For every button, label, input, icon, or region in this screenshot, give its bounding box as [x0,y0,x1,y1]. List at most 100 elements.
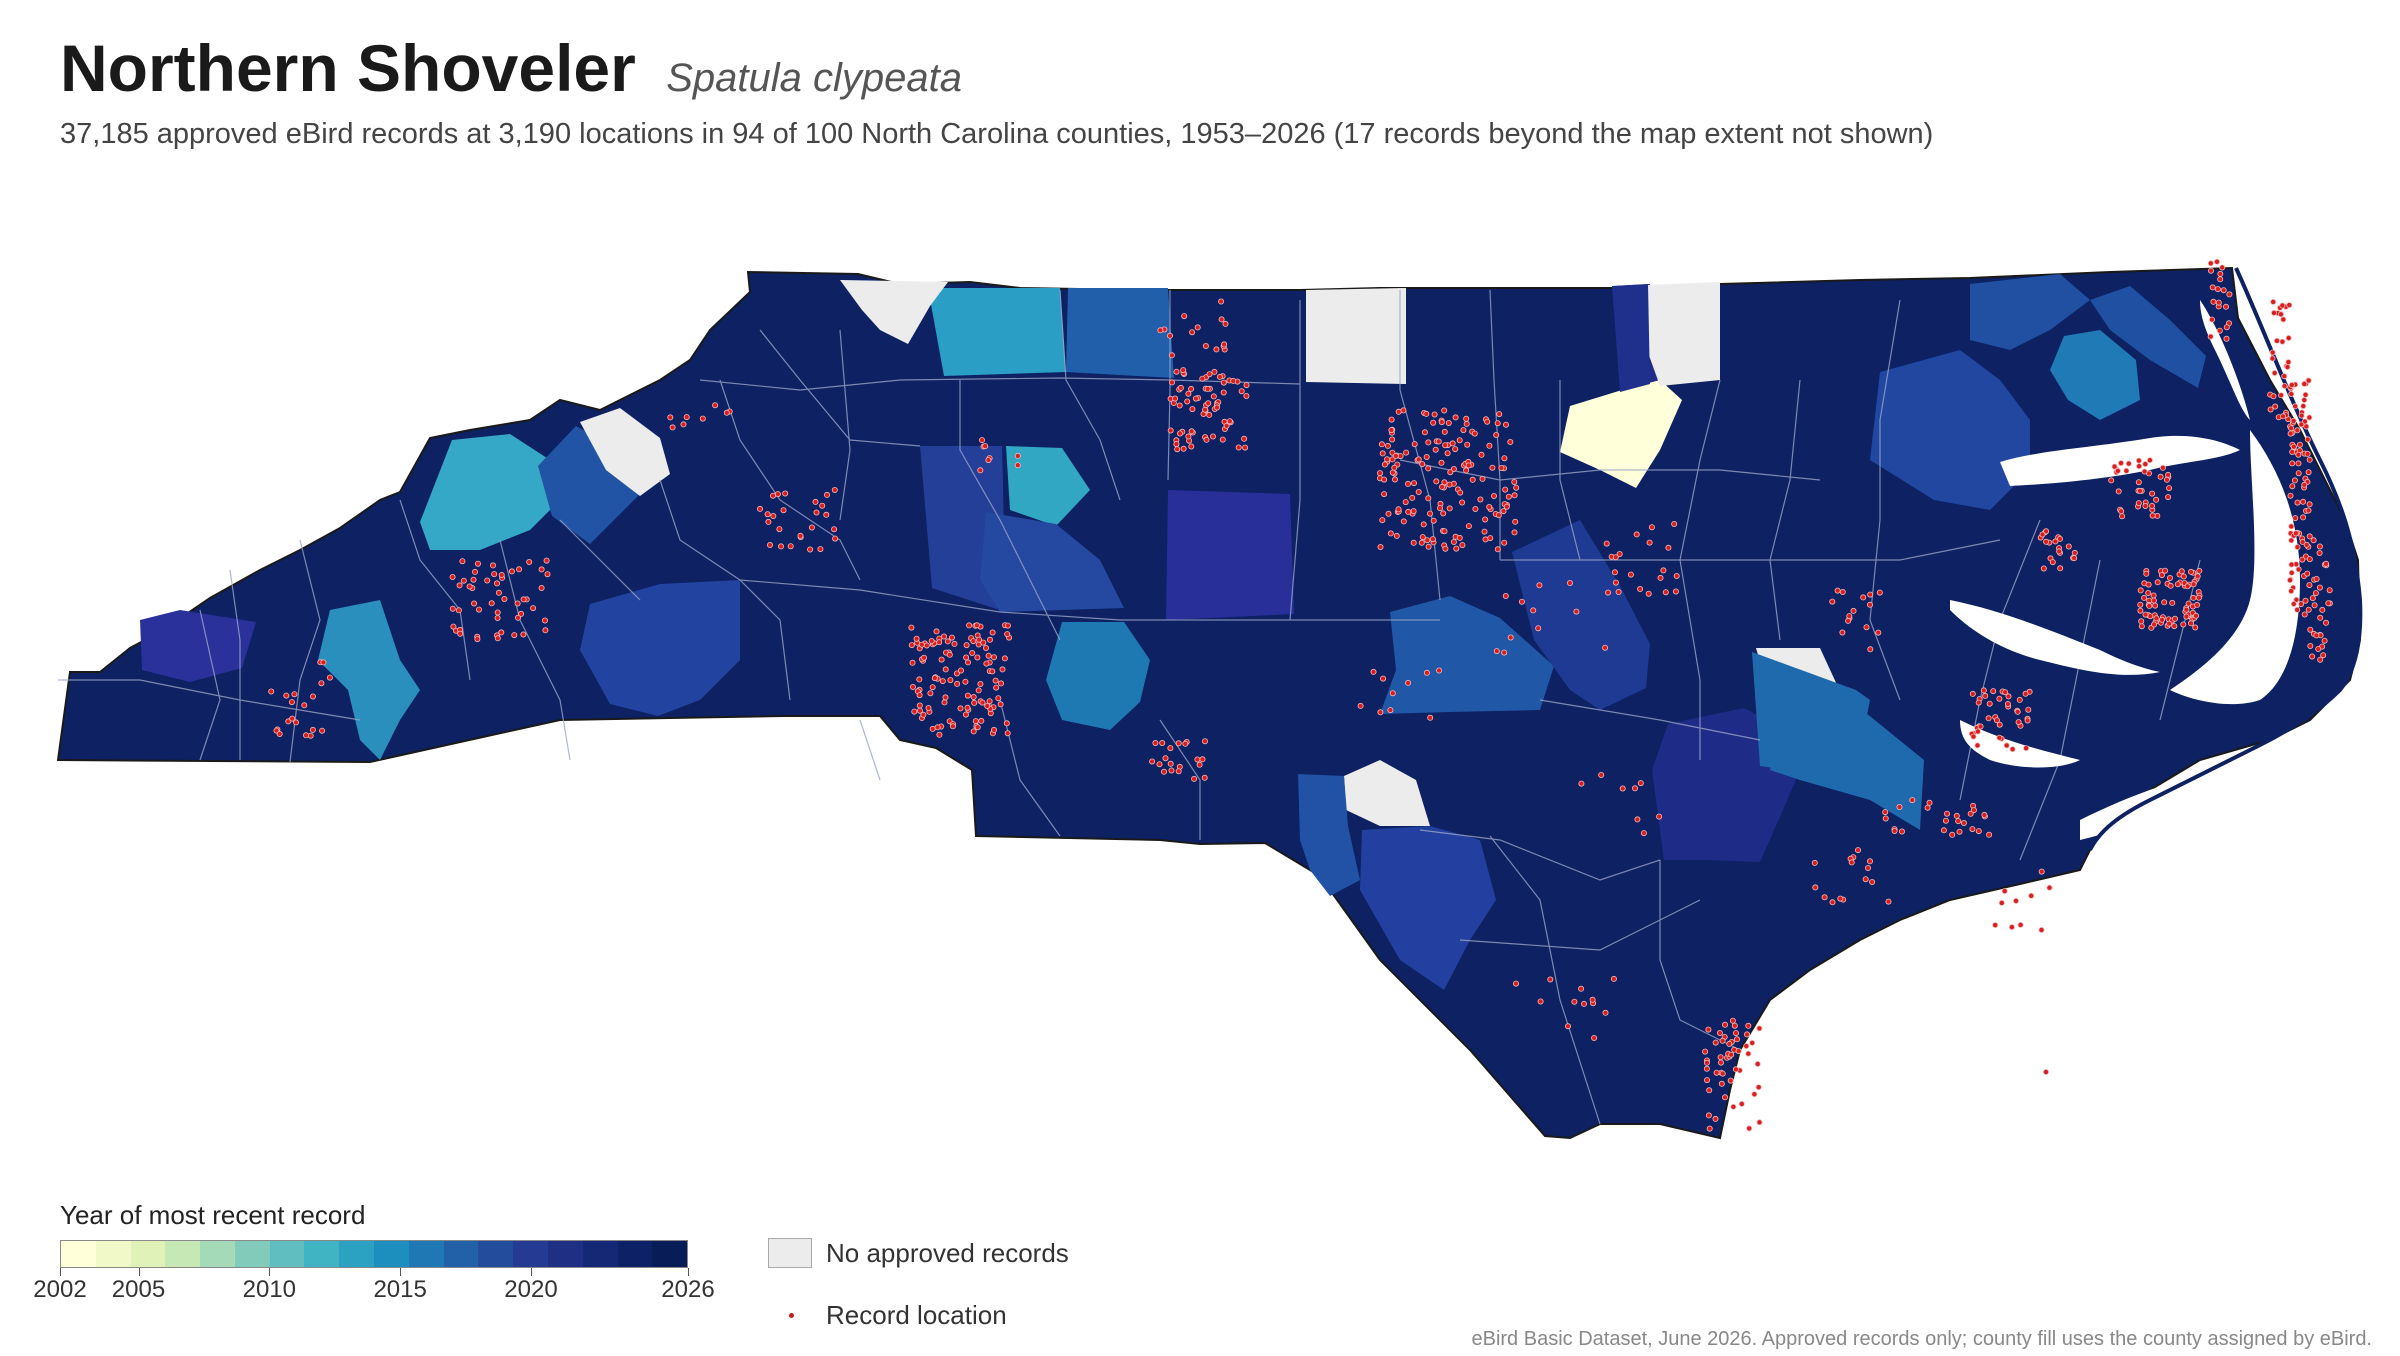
record-dot [1410,508,1417,515]
record-dot [985,457,992,464]
record-dot [946,651,953,658]
county-fill [580,408,670,496]
record-dot [1986,831,1993,838]
record-dot [939,678,946,685]
record-dot [2306,556,2313,563]
record-dot [1436,667,1443,674]
record-dot [2298,412,2305,419]
record-dot [459,558,466,565]
record-dot [1189,406,1196,413]
record-dot [991,654,998,661]
record-dot [319,727,326,734]
record-dot [970,728,977,735]
colorbar-tick [138,1268,140,1276]
record-dot [1998,899,2005,906]
colorbar-step [374,1241,409,1267]
record-dot [1238,388,1245,395]
record-dot [1882,809,1889,816]
record-dot [1410,539,1417,546]
record-dot [318,680,325,687]
record-dot [2215,299,2222,306]
record-dot [925,705,932,712]
record-dot [495,589,502,596]
record-dot [2270,298,2277,305]
record-dot [1433,478,1440,485]
record-dot [1940,827,1947,834]
record-dot [2065,543,2072,550]
record-dot [494,635,501,642]
record-dot [1014,452,1021,459]
record-dot [1491,492,1498,499]
record-dot [1493,431,1500,438]
county-fill [1066,288,1174,378]
record-dot [984,703,991,710]
record-dot [1944,810,1951,817]
county-border [1539,699,1761,741]
record-dot [2184,583,2191,590]
record-dot [1440,510,1447,517]
record-dot [1738,1100,1745,1107]
record-dot [2135,479,2142,486]
record-dot [2295,451,2302,458]
record-dot [2136,463,2143,470]
record-dot [2301,481,2308,488]
colorbar-step [304,1241,340,1267]
record-dot [1387,707,1394,714]
record-dot [1755,1084,1762,1091]
record-dot [832,535,839,542]
record-dot [2165,471,2172,478]
record-dot [974,724,981,731]
record-dot [2325,600,2332,607]
common-name: Northern Shoveler [60,31,636,105]
record-dot [1405,508,1412,515]
record-dot [1167,332,1174,339]
record-dot [2216,327,2223,334]
record-dot [918,641,925,648]
neuse-river [1960,720,2080,768]
county-border [1419,829,1661,881]
record-dot [1990,688,1997,695]
record-dot [1511,529,1518,536]
record-dot [991,726,998,733]
record-dot [2304,570,2311,577]
county-border [699,377,1301,391]
record-dot [2305,469,2312,476]
colorbar-tick [400,1268,402,1276]
record-dot [2057,565,2064,572]
record-dot [1967,810,1974,817]
record-dot [1511,492,1518,499]
record-dot [1393,532,1400,539]
record-dot [1749,1039,1756,1046]
record-dot [2071,555,2078,562]
currituck-water [2200,300,2250,420]
record-dot [2214,286,2221,293]
record-dot [1411,441,1418,448]
record-dot [971,699,978,706]
record-dot [1637,586,1644,593]
record-dot [1996,695,2003,702]
record-dot [1496,411,1503,418]
record-dot [292,719,299,726]
record-dot [2223,335,2230,342]
record-dot [2014,708,2021,715]
record-dot [976,636,983,643]
county-border [999,699,1061,837]
record-dot [757,505,764,512]
record-dot [997,701,1004,708]
record-dot [1223,422,1230,429]
record-dot [2209,284,2216,291]
record-dot [1409,494,1416,501]
colorbar-title: Year of most recent record [60,1200,366,1230]
county-fill [580,580,740,716]
record-dot [989,629,996,636]
record-dot [2136,487,2143,494]
record-dot [1970,733,1977,740]
record-dot [1194,756,1201,763]
record-dot [1924,804,1931,811]
county-border [1289,300,1301,621]
record-dot [1220,379,1227,386]
record-dot [2300,514,2307,521]
record-dot [916,707,923,714]
record-dot [1389,469,1396,476]
record-dot [933,628,940,635]
